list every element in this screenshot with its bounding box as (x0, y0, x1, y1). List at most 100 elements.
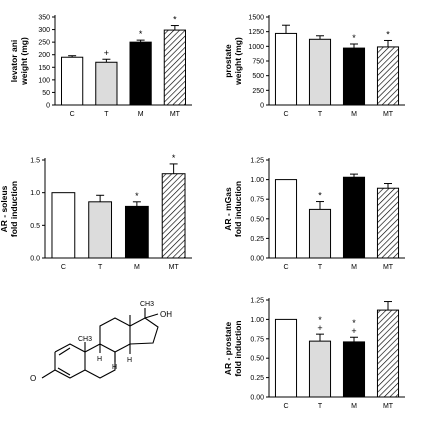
category-label: T (318, 403, 323, 410)
y-axis-label: levator ani (9, 40, 19, 83)
y-tick-label: 1.00 (250, 317, 264, 324)
category-label: M (138, 111, 144, 118)
y-tick-label: 0.00 (250, 395, 264, 402)
significance-marker: + (317, 323, 322, 333)
bar-c (274, 32, 298, 106)
significance-marker: * (352, 318, 356, 328)
y-tick-label: 200 (38, 52, 50, 59)
category-label: T (318, 264, 323, 271)
y-tick-label: 0.0 (30, 256, 40, 263)
hydroxyl-label: OH (160, 310, 172, 319)
chart-prostate-weight: 0 250 500 750 1000 1250 1500 prostate weight (mg… (223, 15, 405, 118)
y-tick-label: 1.00 (250, 177, 264, 184)
ring-c (99, 317, 131, 353)
y-axis-label: AR - mGas (223, 187, 233, 231)
y-tick-label: 1.5 (30, 158, 40, 165)
y-tick-label: 500 (252, 73, 264, 80)
chart-ar-soleus: 0.0 0.5 1.0 1.5 AR - soleus fold induction C T M… (0, 153, 192, 271)
bar-mt (376, 309, 400, 398)
y-tick-label: 0.50 (250, 216, 264, 223)
y-axis-label: fold induction (9, 181, 19, 237)
bar-c (274, 179, 298, 259)
category-label: C (283, 403, 288, 410)
significance-marker: * (172, 153, 176, 163)
y-axis-label: AR - prostate (223, 322, 233, 376)
y-axis-label: fold induction (233, 181, 243, 237)
y-tick-label: 1000 (248, 44, 264, 51)
category-label: T (104, 111, 109, 118)
bar-m (124, 205, 149, 259)
bar-mt (161, 173, 186, 259)
y-tick-label: 250 (38, 40, 50, 47)
y-axis-label: prostate (223, 44, 233, 78)
y-tick-label: 100 (38, 77, 50, 84)
category-label: MT (383, 403, 394, 410)
category-label: MT (169, 264, 180, 271)
methyl-label-left: CH3 (78, 336, 92, 343)
bar-mt (376, 187, 400, 259)
category-label: C (70, 111, 75, 118)
significance-marker: * (139, 29, 143, 39)
y-axis-label: AR - soleus (0, 185, 9, 232)
chart-levator-ani: 0 50 100 150 200 250 300 350 levator ani weight (… (9, 15, 192, 118)
h-label-2: H (97, 356, 102, 363)
bar-mt (376, 46, 400, 106)
significance-marker: * (386, 29, 390, 39)
ring-d (129, 317, 159, 345)
y-tick-label: 1.25 (250, 158, 264, 165)
category-label: C (283, 264, 288, 271)
category-label: T (318, 111, 323, 118)
y-tick-label: 50 (42, 90, 50, 97)
y-tick-label: 1.0 (30, 190, 40, 197)
significance-marker: + (351, 326, 356, 336)
category-label: MT (383, 111, 394, 118)
bar-m (342, 341, 366, 398)
significance-marker: * (135, 191, 139, 201)
bar-m (342, 176, 366, 259)
bar-c (61, 56, 84, 106)
y-axis-label: weight (mg) (233, 37, 243, 86)
bar-m (129, 41, 152, 106)
category-label: MT (170, 111, 181, 118)
h-label-3: H (127, 357, 132, 364)
double-bond-a (57, 367, 71, 376)
category-label: M (351, 111, 357, 118)
methyl-label-top: CH3 (140, 301, 154, 308)
category-label: T (98, 264, 103, 271)
y-tick-label: 250 (252, 88, 264, 95)
bar-m (342, 47, 366, 106)
ring-a (54, 343, 86, 379)
y-tick-label: 0 (260, 103, 264, 110)
y-tick-label: 0.25 (250, 236, 264, 243)
category-label: M (351, 403, 357, 410)
y-tick-label: 0.25 (250, 375, 264, 382)
double-bond-b (58, 347, 71, 356)
steroid-structure-diagram (41, 308, 159, 379)
chart-ar-mgas: 0.00 0.25 0.50 0.75 1.00 1.25 AR - mGas fold in… (223, 158, 405, 271)
y-tick-label: 0.5 (30, 223, 40, 230)
category-label: C (61, 264, 66, 271)
bar-t (308, 208, 332, 259)
molecule-labels: O OH CH3 CH3 H H H (30, 301, 172, 383)
y-tick-label: 350 (38, 15, 50, 22)
oxygen-label: O (30, 374, 36, 383)
y-tick-label: 0 (46, 103, 50, 110)
y-tick-label: 1.25 (250, 298, 264, 305)
bar-mt (163, 29, 186, 106)
category-label: M (351, 264, 357, 271)
significance-marker: * (318, 315, 322, 325)
category-label: MT (383, 264, 394, 271)
y-tick-label: 0.75 (250, 336, 264, 343)
category-label: M (134, 264, 140, 271)
y-tick-label: 0.75 (250, 197, 264, 204)
bar-t (88, 201, 113, 259)
significance-marker: + (104, 48, 109, 58)
bar-c (51, 192, 76, 259)
significance-marker: * (173, 15, 177, 25)
carbonyl-bond (41, 369, 56, 379)
y-tick-label: 300 (38, 27, 50, 34)
y-tick-label: 1500 (248, 15, 264, 22)
y-axis-label: fold induction (233, 320, 243, 376)
y-tick-label: 0.00 (250, 256, 264, 263)
significance-marker: * (352, 33, 356, 43)
